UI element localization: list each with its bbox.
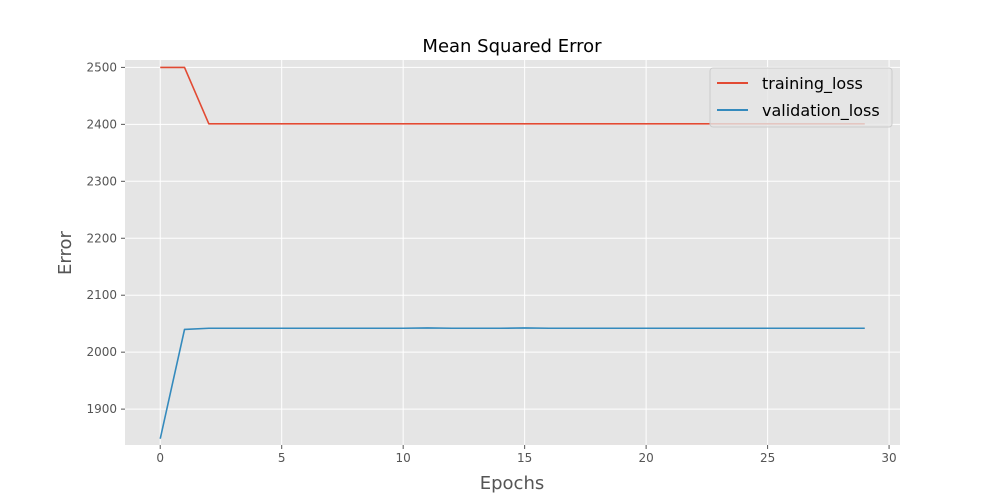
y-tick-label: 2500: [86, 60, 117, 74]
y-tick-label: 2100: [86, 288, 117, 302]
legend-label-validation-loss: validation_loss: [762, 101, 880, 121]
legend-label-training-loss: training_loss: [762, 74, 863, 94]
x-tick-label: 0: [156, 451, 164, 465]
y-tick-label: 1900: [86, 402, 117, 416]
x-tick-label: 25: [760, 451, 775, 465]
x-tick-label: 20: [638, 451, 653, 465]
series-line-validation-loss: [159, 327, 865, 439]
x-tick-label: 10: [396, 451, 411, 465]
x-tick-label: 15: [517, 451, 532, 465]
y-tick-label: 2000: [86, 345, 117, 359]
y-tick-label: 2400: [86, 117, 117, 131]
tick-labels: 0 5 10 15 20 25 30 1900 2000 2100 2200 2300 2400 2500: [86, 60, 896, 465]
legend-box: [709, 67, 893, 128]
y-tick-label: 2300: [86, 174, 117, 188]
x-axis-title: Epochs: [480, 473, 545, 494]
y-axis-title: Error: [55, 230, 76, 274]
x-tick-label: 30: [881, 451, 896, 465]
legend: training_loss validation_loss: [709, 67, 893, 128]
y-tick-label: 2200: [86, 231, 117, 245]
chart-title: Mean Squared Error: [422, 36, 602, 57]
x-tick-label: 5: [278, 451, 286, 465]
